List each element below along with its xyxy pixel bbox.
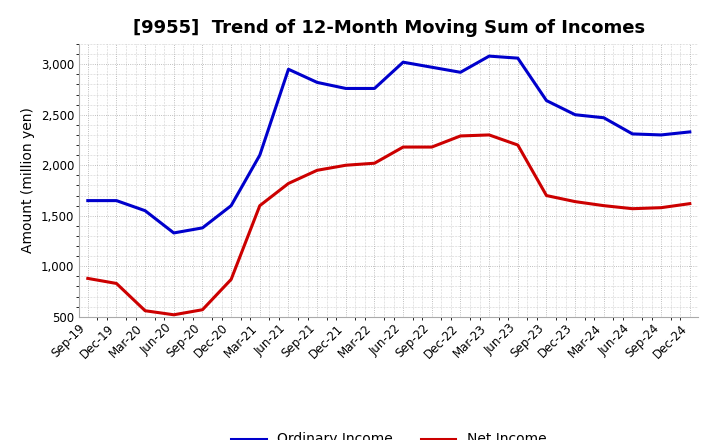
Ordinary Income bbox=[657, 132, 665, 138]
Net Income bbox=[685, 201, 694, 206]
Ordinary Income bbox=[256, 153, 264, 158]
Net Income bbox=[84, 276, 92, 281]
Net Income bbox=[456, 133, 465, 139]
Legend: Ordinary Income, Net Income: Ordinary Income, Net Income bbox=[226, 427, 552, 440]
Ordinary Income bbox=[141, 208, 150, 213]
Net Income bbox=[600, 203, 608, 208]
Ordinary Income bbox=[227, 203, 235, 208]
Ordinary Income bbox=[485, 54, 493, 59]
Ordinary Income bbox=[428, 65, 436, 70]
Net Income bbox=[542, 193, 551, 198]
Net Income bbox=[370, 161, 379, 166]
Net Income bbox=[112, 281, 121, 286]
Net Income bbox=[399, 144, 408, 150]
Net Income bbox=[513, 143, 522, 148]
Net Income bbox=[485, 132, 493, 138]
Ordinary Income bbox=[628, 131, 636, 136]
Ordinary Income bbox=[284, 66, 293, 72]
Ordinary Income bbox=[169, 230, 178, 235]
Net Income bbox=[198, 307, 207, 312]
Y-axis label: Amount (million yen): Amount (million yen) bbox=[22, 107, 35, 253]
Ordinary Income bbox=[370, 86, 379, 91]
Ordinary Income bbox=[571, 112, 580, 117]
Net Income bbox=[628, 206, 636, 211]
Net Income bbox=[227, 277, 235, 282]
Net Income bbox=[169, 312, 178, 317]
Net Income bbox=[284, 181, 293, 186]
Ordinary Income bbox=[112, 198, 121, 203]
Ordinary Income bbox=[341, 86, 350, 91]
Net Income bbox=[428, 144, 436, 150]
Ordinary Income bbox=[399, 59, 408, 65]
Ordinary Income bbox=[312, 80, 321, 85]
Ordinary Income bbox=[542, 98, 551, 103]
Ordinary Income bbox=[198, 225, 207, 231]
Net Income bbox=[312, 168, 321, 173]
Net Income bbox=[256, 203, 264, 208]
Ordinary Income bbox=[600, 115, 608, 121]
Line: Ordinary Income: Ordinary Income bbox=[88, 56, 690, 233]
Net Income bbox=[657, 205, 665, 210]
Ordinary Income bbox=[513, 55, 522, 61]
Net Income bbox=[341, 163, 350, 168]
Ordinary Income bbox=[685, 129, 694, 135]
Ordinary Income bbox=[456, 70, 465, 75]
Net Income bbox=[571, 199, 580, 204]
Line: Net Income: Net Income bbox=[88, 135, 690, 315]
Ordinary Income bbox=[84, 198, 92, 203]
Net Income bbox=[141, 308, 150, 313]
Title: [9955]  Trend of 12-Month Moving Sum of Incomes: [9955] Trend of 12-Month Moving Sum of I… bbox=[132, 19, 645, 37]
